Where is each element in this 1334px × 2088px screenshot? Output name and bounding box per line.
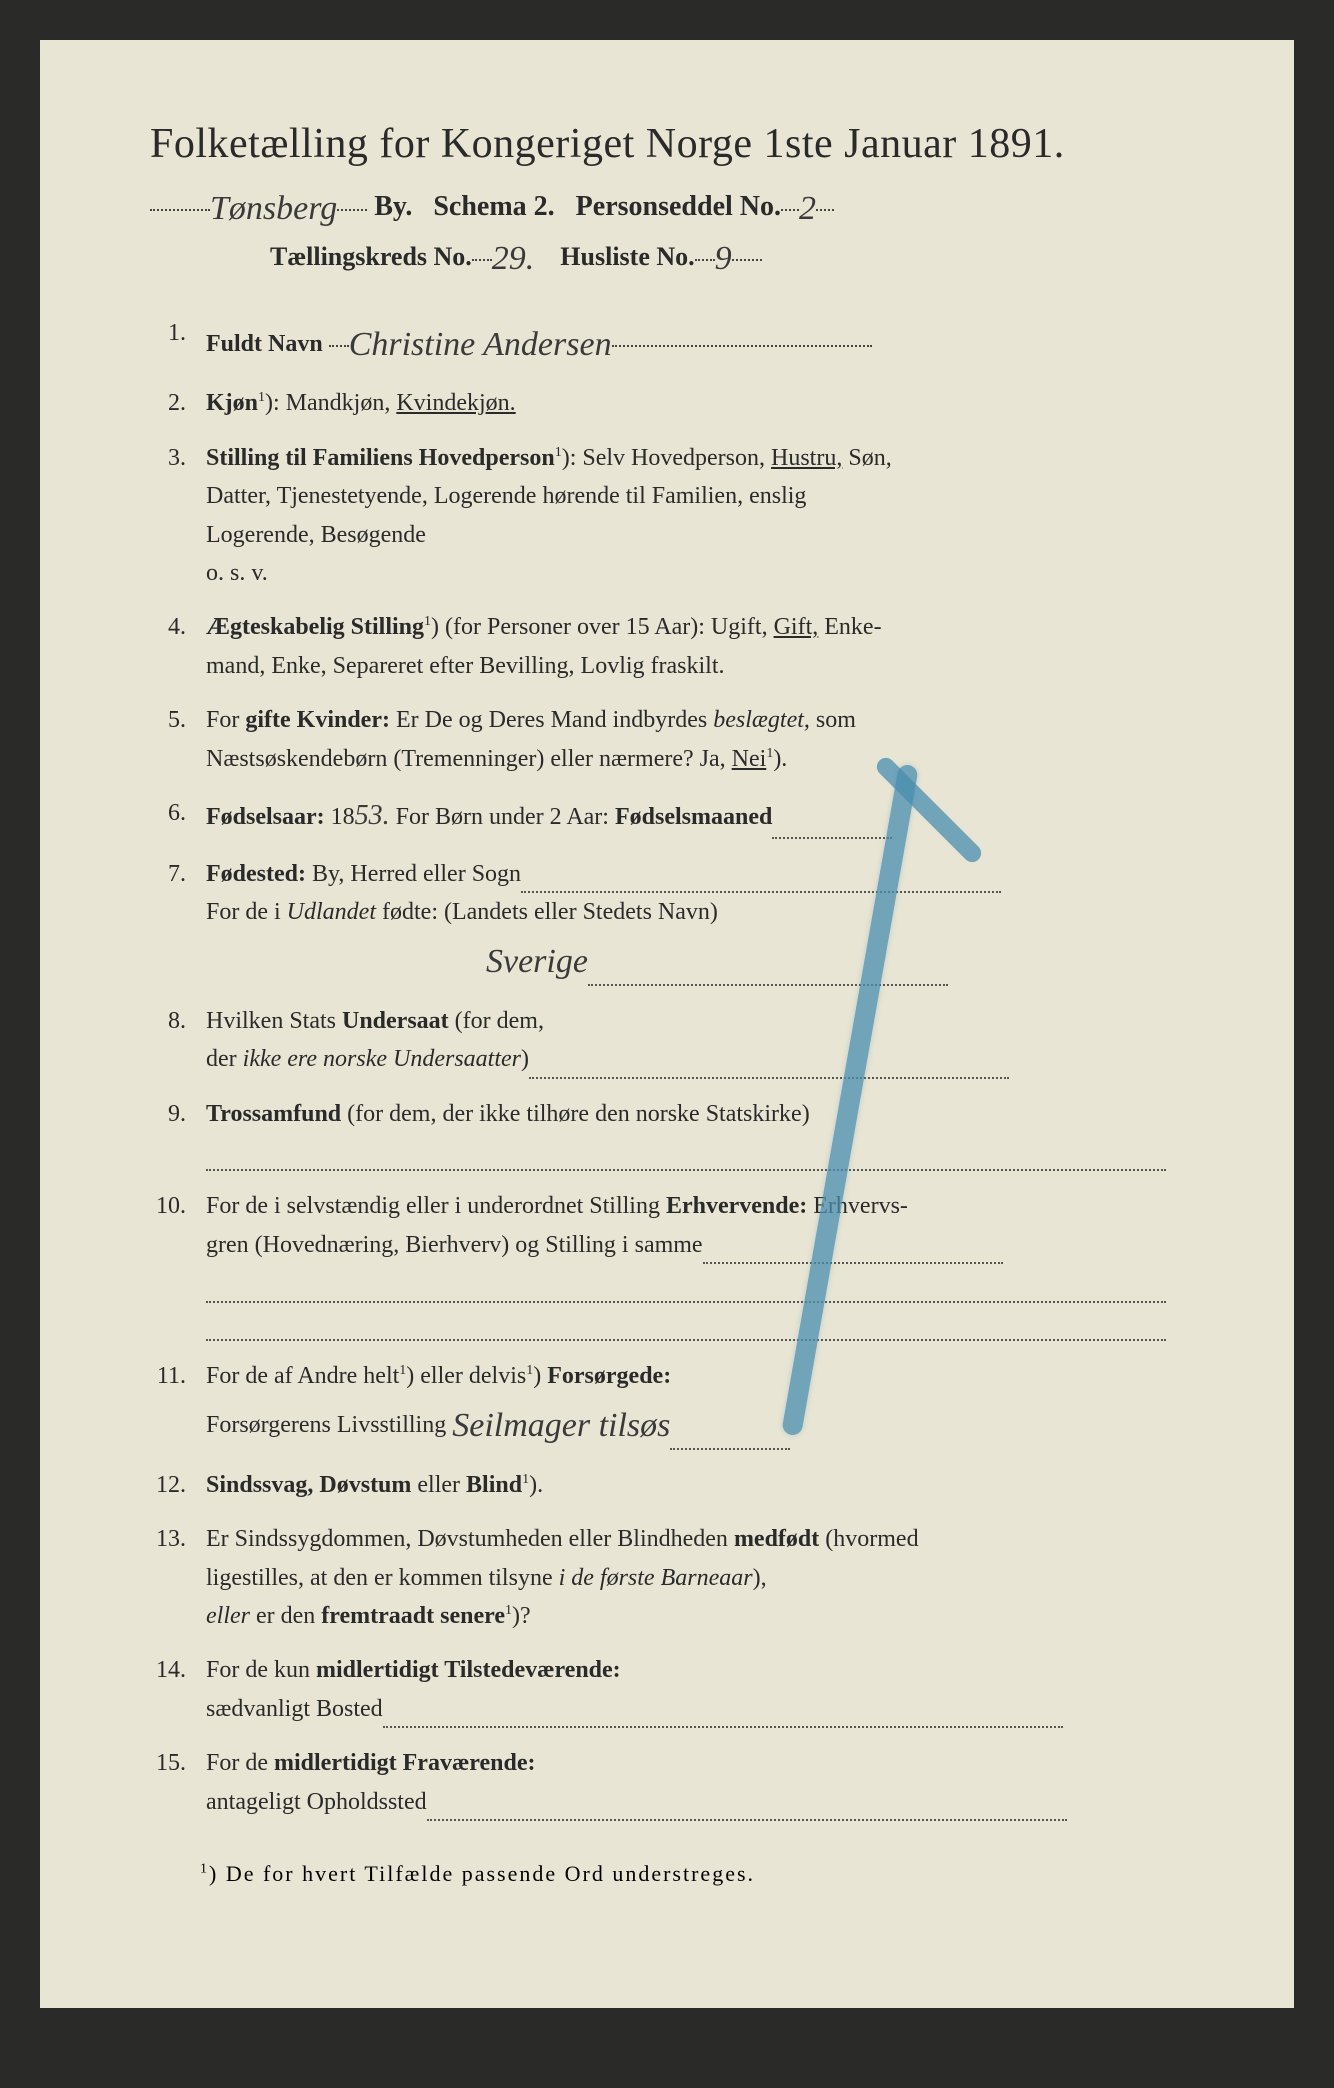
field-num: 6. [130, 794, 206, 839]
field-line: gren (Hovednæring, Bierhverv) og Stillin… [206, 1226, 1204, 1264]
header-line-1: Tønsberg By. Schema 2. Personseddel No. 2 [130, 186, 1204, 224]
field-line: o. s. v. [206, 554, 1204, 592]
name-handwritten: Christine Andersen [349, 326, 612, 363]
field-num: 10. [130, 1187, 206, 1341]
field-9: 9. Trossamfund (for dem, der ikke tilhør… [130, 1095, 1204, 1172]
field-12: 12. Sindssvag, Døvstum eller Blind1). [130, 1466, 1204, 1504]
kreds-label: Tællingskreds No. [270, 242, 472, 271]
field-5: 5. For gifte Kvinder: Er De og Deres Man… [130, 701, 1204, 778]
field-8: 8. Hvilken Stats Undersaat (for dem, der… [130, 1002, 1204, 1079]
field-label: gifte Kvinder: [245, 707, 390, 733]
field-num: 11. [130, 1357, 206, 1450]
field-label: Erhvervende: [666, 1193, 807, 1219]
field-line: eller er den fremtraadt senere1)? [206, 1597, 1204, 1635]
document-page: Folketælling for Kongeriget Norge 1ste J… [40, 40, 1294, 2008]
kreds-no: 29. [492, 240, 535, 277]
field-label: Undersaat [342, 1008, 449, 1034]
field-line: mand, Enke, Separeret efter Bevilling, L… [206, 647, 1204, 685]
birthplace-handwritten: Sverige [486, 943, 588, 980]
personseddel-label: Personseddel No. [576, 191, 781, 222]
year-handwritten: 53. [355, 800, 390, 831]
field-line: der ikke ere norske Undersaatter) [206, 1040, 1204, 1078]
by-label: By. [374, 191, 412, 222]
field-line: Sverige [206, 931, 1204, 985]
field-num: 4. [130, 608, 206, 685]
field-label: Fødselsaar: [206, 804, 325, 830]
field-line: antageligt Opholdssted [206, 1783, 1204, 1821]
field-14: 14. For de kun midlertidigt Tilstedevære… [130, 1651, 1204, 1728]
field-line: ligestilles, at den er kommen tilsyne i … [206, 1559, 1204, 1597]
field-13: 13. Er Sindssygdommen, Døvstumheden elle… [130, 1520, 1204, 1635]
header-line-2: Tællingskreds No. 29. Husliste No. 9 [130, 236, 1204, 274]
husliste-label: Husliste No. [560, 242, 694, 271]
field-num: 3. [130, 439, 206, 593]
field-line: Forsørgerens Livsstilling Seilmager tils… [206, 1395, 1204, 1449]
field-label: Forsørgede: [547, 1363, 671, 1389]
field-num: 13. [130, 1520, 206, 1635]
field-line: Datter, Tjenestetyende, Logerende hørend… [206, 477, 1204, 515]
field-num: 5. [130, 701, 206, 778]
field-10: 10. For de i selvstændig eller i underor… [130, 1187, 1204, 1341]
field-line: sædvanligt Bosted [206, 1690, 1204, 1728]
field-line: For de i Udlandet fødte: (Landets eller … [206, 893, 1204, 931]
footnote: 1) De for hvert Tilfælde passende Ord un… [130, 1861, 1204, 1887]
field-label: Fuldt Navn [206, 331, 323, 357]
field-label: midlertidigt Tilstedeværende: [316, 1657, 621, 1683]
field-label: midlertidigt Fraværende: [274, 1750, 536, 1776]
field-7: 7. Fødested: By, Herred eller Sogn For d… [130, 855, 1204, 986]
schema-label: Schema 2. [433, 191, 554, 222]
field-11: 11. For de af Andre helt1) eller delvis1… [130, 1357, 1204, 1450]
person-no: 2 [799, 190, 816, 227]
selected-value: Kvindekjøn. [396, 390, 515, 416]
field-2: 2. Kjøn1): Mandkjøn, Kvindekjøn. [130, 384, 1204, 422]
field-label: Sindssvag, Døvstum [206, 1472, 411, 1498]
field-line [206, 1264, 1204, 1302]
field-3: 3. Stilling til Familiens Hovedperson1):… [130, 439, 1204, 593]
field-num: 2. [130, 384, 206, 422]
city-handwritten: Tønsberg [210, 190, 337, 227]
field-line [206, 1133, 1204, 1171]
provider-handwritten: Seilmager tilsøs [452, 1407, 670, 1444]
field-label: Kjøn [206, 390, 258, 416]
field-line [206, 1303, 1204, 1341]
field-num: 1. [130, 314, 206, 368]
field-list: 1. Fuldt Navn Christine Andersen 2. Kjøn… [130, 314, 1204, 1821]
field-num: 15. [130, 1744, 206, 1821]
field-num: 8. [130, 1002, 206, 1079]
field-label: Trossamfund [206, 1101, 341, 1127]
field-1: 1. Fuldt Navn Christine Andersen [130, 314, 1204, 368]
field-15: 15. For de midlertidigt Fraværende: anta… [130, 1744, 1204, 1821]
field-line: Logerende, Besøgende [206, 516, 1204, 554]
field-num: 9. [130, 1095, 206, 1172]
field-num: 7. [130, 855, 206, 986]
field-num: 12. [130, 1466, 206, 1504]
field-label: Ægteskabelig Stilling [206, 614, 424, 640]
field-label: Fødested: [206, 861, 306, 887]
selected-value: Nei [732, 746, 767, 772]
selected-value: Hustru, [771, 445, 842, 471]
field-line: Næstsøskendebørn (Tremenninger) eller næ… [206, 740, 1204, 778]
field-6: 6. Fødselsaar: 1853. For Børn under 2 Aa… [130, 794, 1204, 839]
field-label: medfødt [734, 1526, 819, 1552]
field-num: 14. [130, 1651, 206, 1728]
page-title: Folketælling for Kongeriget Norge 1ste J… [130, 120, 1204, 168]
husliste-no: 9 [715, 240, 732, 277]
field-4: 4. Ægteskabelig Stilling1) (for Personer… [130, 608, 1204, 685]
selected-value: Gift, [774, 614, 819, 640]
field-label: Stilling til Familiens Hovedperson [206, 445, 555, 471]
